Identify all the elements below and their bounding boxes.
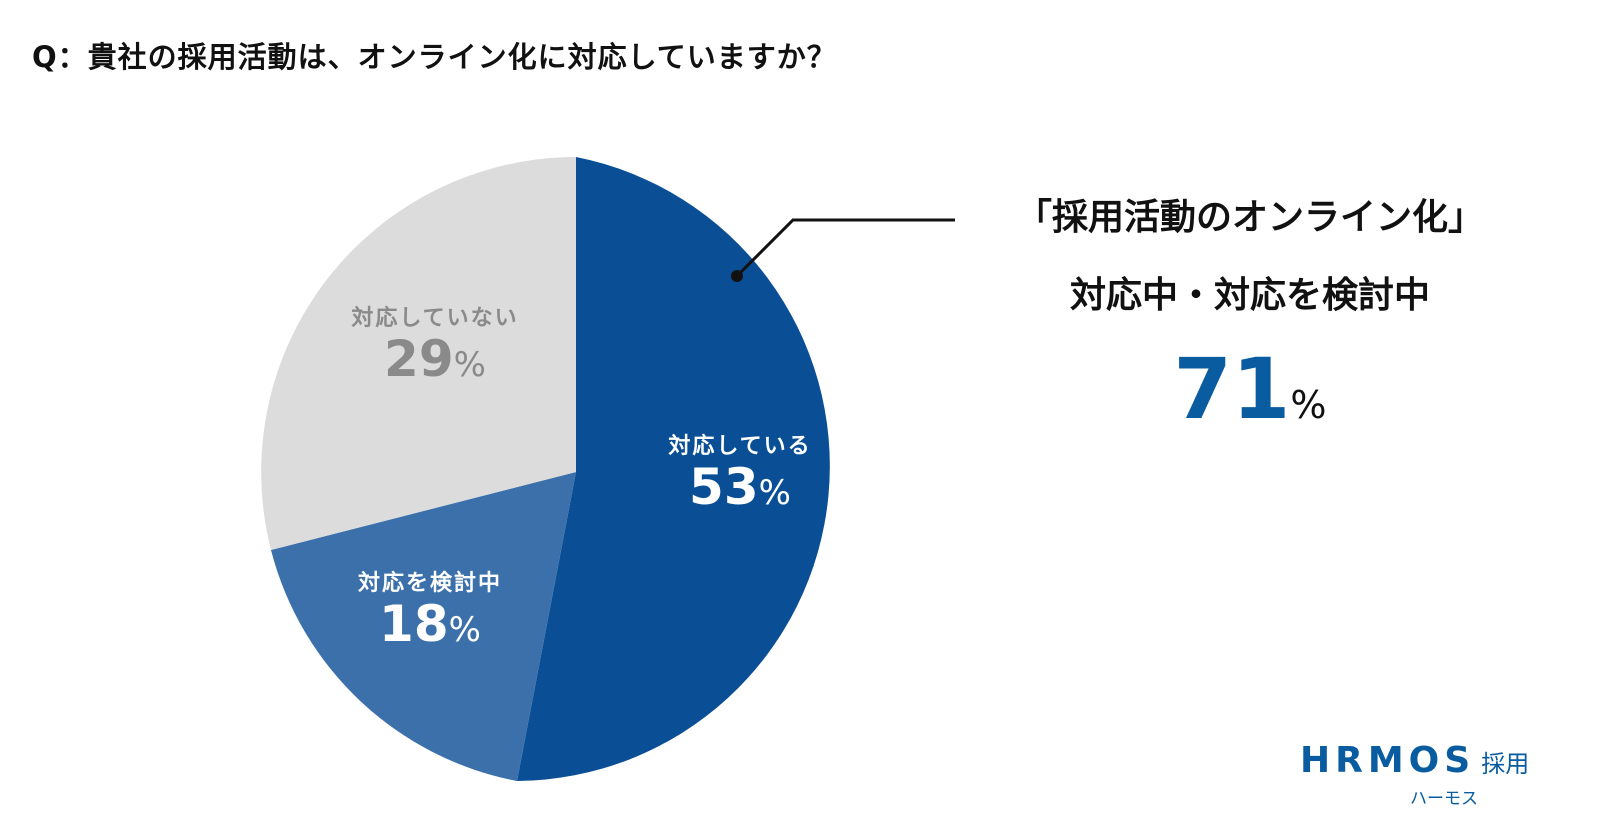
callout-leader-line: [735, 218, 955, 278]
label-not-responding: 対応していない 29%: [325, 300, 545, 387]
slice-label: 対応している: [668, 434, 812, 459]
callout-line1: 「採用活動のオンライン化」: [1015, 197, 1484, 238]
slice-value: 29: [384, 330, 454, 388]
slice-label: 対応を検討中: [357, 571, 502, 596]
callout-value: 71: [1173, 340, 1291, 438]
callout-line2: 対応中・対応を検討中: [1069, 275, 1430, 316]
logo-brand: HRMOS: [1300, 740, 1476, 781]
chart-title: Q：貴社の採用活動は、オンライン化に対応していますか？: [32, 40, 837, 74]
slice-value: 18: [379, 595, 449, 653]
slice-label: 対応していない: [351, 306, 519, 331]
label-considering: 対応を検討中 18%: [330, 565, 530, 652]
callout-dot: [731, 270, 743, 282]
slice-considering: [271, 472, 576, 781]
label-responding: 対応している 53%: [640, 428, 840, 515]
slice-not-responding: [261, 157, 576, 550]
callout-annotation: 「採用活動のオンライン化」 対応中・対応を検討中 71%: [990, 188, 1510, 438]
hrmos-logo: HRMOS 採用 ハーモス: [1300, 740, 1530, 809]
slice-responding: [517, 157, 830, 781]
slice-value: 53: [689, 458, 759, 516]
logo-kana: ハーモス: [1410, 789, 1478, 809]
logo-suffix: 採用: [1481, 750, 1530, 778]
